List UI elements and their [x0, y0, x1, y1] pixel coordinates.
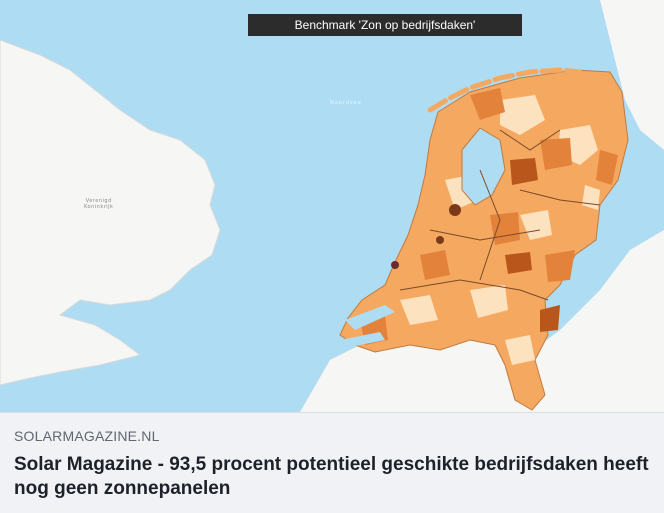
region-high [470, 88, 505, 120]
region-high [420, 250, 450, 280]
region-dark [505, 252, 532, 274]
map-image[interactable]: Benchmark 'Zon op bedrijfsdaken' Noordze… [0, 0, 664, 412]
link-preview-meta[interactable]: SOLARMAGAZINE.NL Solar Magazine - 93,5 p… [0, 412, 664, 513]
region-light [500, 95, 545, 135]
region-dark [540, 305, 560, 332]
zeeland-estuary [345, 305, 395, 330]
city-marker [449, 204, 461, 216]
region-light [470, 285, 508, 318]
region-high [540, 138, 572, 170]
region-high [490, 212, 520, 245]
sea-label: Noordzee [330, 100, 362, 106]
city-marker [391, 261, 399, 269]
link-headline[interactable]: Solar Magazine - 93,5 procent potentieel… [14, 454, 649, 499]
region-light [505, 335, 535, 365]
province-borders [399, 129, 601, 301]
region-high [596, 150, 618, 185]
continent-landmass [300, 230, 664, 412]
region-high [545, 250, 575, 282]
ijsselmeer [461, 127, 506, 206]
wadden-islands [427, 67, 583, 113]
uk-label: Verenigd Koninkrijk [84, 198, 113, 210]
map-title: Benchmark 'Zon op bedrijfsdaken' [248, 14, 522, 36]
uk-label-line2: Koninkrijk [84, 204, 114, 210]
germany-north-land [600, 0, 664, 150]
zeeland-estuary [340, 332, 385, 348]
netherlands-choropleth-map [0, 0, 664, 412]
uk-label-line1: Verenigd [85, 198, 112, 204]
uk-landmass [0, 39, 221, 386]
region-light [400, 295, 438, 325]
link-domain: SOLARMAGAZINE.NL [14, 428, 160, 444]
region-dark [510, 158, 538, 185]
city-marker [436, 236, 444, 244]
